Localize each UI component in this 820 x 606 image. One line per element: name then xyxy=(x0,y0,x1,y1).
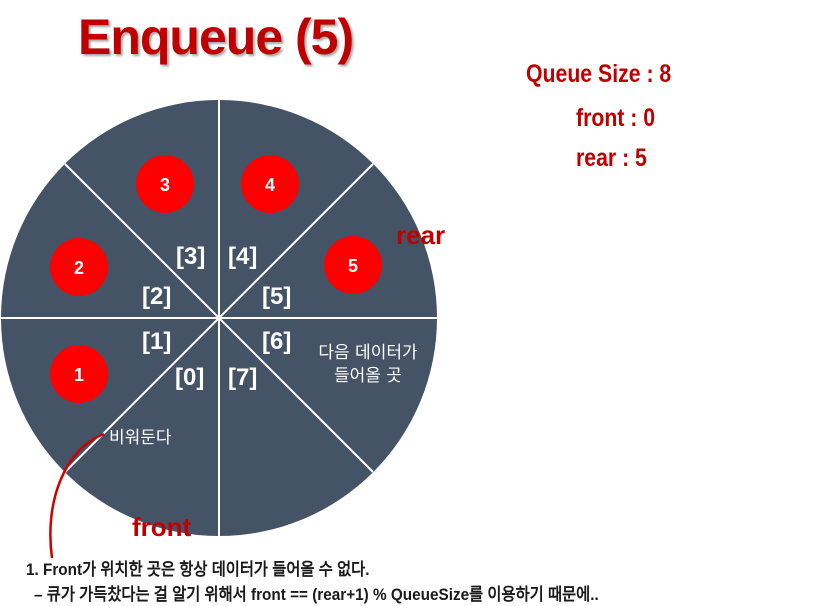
index-label-0: [0] xyxy=(175,364,204,391)
node-2-label: 2 xyxy=(74,258,84,278)
node-3-label: 3 xyxy=(160,175,170,195)
index-label-4: [4] xyxy=(228,243,257,270)
note-line-1: 1. Front가 위치한 곳은 항상 데이터가 들어올 수 없다. xyxy=(26,560,370,579)
divider-diagonal-up xyxy=(64,163,374,473)
node-1 xyxy=(50,345,108,403)
index-label-7: [7] xyxy=(228,364,257,391)
node-2 xyxy=(50,238,108,296)
page-title: Enqueue (5) xyxy=(78,9,354,65)
annotation-connector xyxy=(49,432,105,559)
index-label-6: [6] xyxy=(262,328,291,355)
node-5-label: 5 xyxy=(348,256,358,276)
node-4-label: 4 xyxy=(265,175,275,195)
node-3 xyxy=(136,155,194,213)
front-index-label: front : 0 xyxy=(576,104,656,132)
note-line-2: – 큐가 가득찼다는 걸 알기 위해서 front == (rear+1) % … xyxy=(34,585,599,604)
next-slot-label-line1: 다음 데이터가 xyxy=(318,343,418,363)
front-pointer-label: front xyxy=(132,512,192,542)
index-label-5: [5] xyxy=(262,283,291,310)
rear-index-label: rear : 5 xyxy=(576,144,647,172)
node-5 xyxy=(324,236,382,294)
index-label-2: [2] xyxy=(142,283,171,310)
sector-dividers xyxy=(1,100,437,536)
index-label-1: [1] xyxy=(142,328,171,355)
index-label-3: [3] xyxy=(176,243,205,270)
node-4 xyxy=(241,155,299,213)
empty-slot-label: 비워둔다 xyxy=(109,428,172,448)
next-slot-label-line2: 들어올 곳 xyxy=(334,366,402,386)
node-1-label: 1 xyxy=(74,365,84,385)
queue-size-label: Queue Size : 8 xyxy=(526,60,672,88)
rear-pointer-label: rear xyxy=(396,220,445,250)
